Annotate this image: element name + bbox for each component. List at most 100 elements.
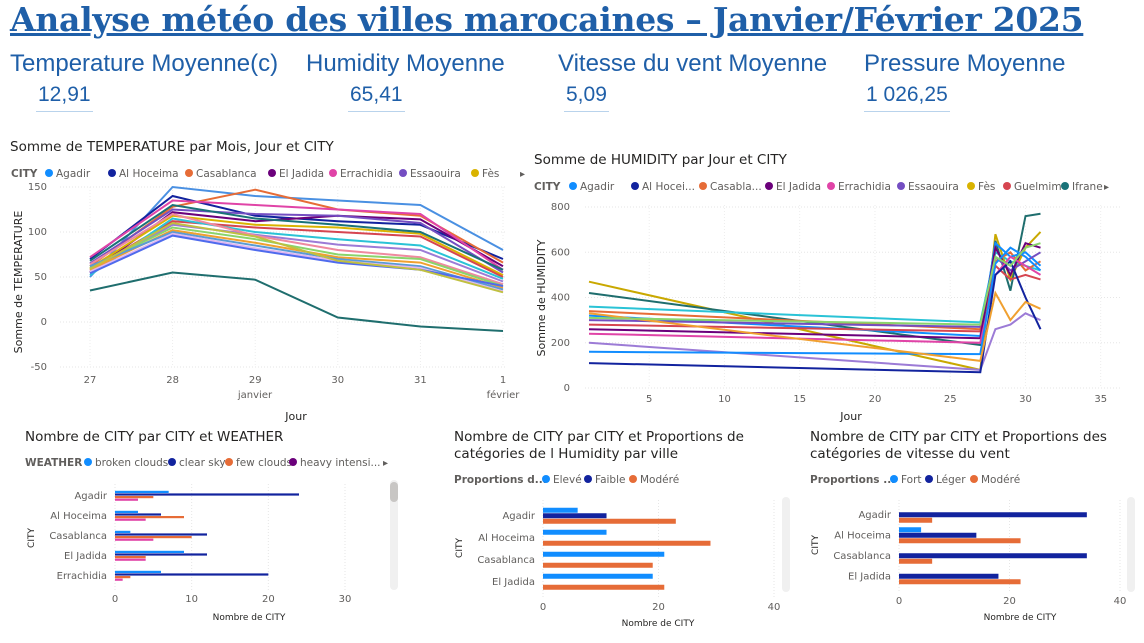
legend-item-label[interactable]: clear sky [179,457,226,469]
bar[interactable] [543,551,665,557]
legend-item-label[interactable]: Modéré [640,474,679,486]
legend[interactable]: Agadir Al Hoceima Casablanca El Jadida Errac… [45,168,499,180]
legend-item-label[interactable]: Guelmim [1014,181,1062,193]
temperature-series-line[interactable] [89,214,504,277]
legend[interactable]: broken clouds clear sky few clouds heavy in… [84,457,381,469]
bars[interactable]: 0 20 40 Agadir Al Hoceima Casablanca El Jadida [833,500,1126,607]
legend-scroll-right-icon[interactable]: ▸ [520,169,525,180]
bar[interactable] [115,493,299,496]
legend-item-label[interactable]: Casabla... [710,181,762,193]
bar[interactable] [543,513,607,519]
bar[interactable] [543,584,665,590]
temperature-series-line[interactable] [89,203,504,271]
legend-item-label[interactable]: Errachidia [838,181,891,193]
humidity-line-chart[interactable]: Somme de HUMIDITY par Jour et CITY CITY … [534,152,1120,423]
legend-item-label[interactable]: Modéré [981,474,1020,486]
wind-proportions-bar-chart[interactable]: Nombre de CITY par CITY et Proportions d… [810,429,1135,623]
humidity-series-line[interactable] [588,290,1041,363]
temperature-series-line[interactable] [89,230,504,291]
bar[interactable] [899,532,977,538]
bar[interactable] [899,558,933,564]
humidity-proportions-bar-chart[interactable]: Nombre de CITY par CITY et Proportions d… [454,429,790,629]
legend-item-label[interactable]: few clouds [236,457,292,469]
bar[interactable] [543,507,578,513]
bar[interactable] [115,550,184,553]
bar[interactable] [543,518,676,524]
temperature-line-chart[interactable]: Somme de TEMPERATURE par Mois, Jour et C… [10,139,525,423]
temperature-series-line[interactable] [89,199,504,271]
bar[interactable] [115,533,207,536]
bar[interactable] [899,538,1021,544]
temperature-series-line[interactable] [89,271,504,332]
legend-item-label[interactable]: Errachidia [340,168,393,180]
legend-item-label[interactable]: Casablanca [196,168,257,180]
bar[interactable] [115,530,131,533]
legend-item-label[interactable]: Al Hocei... [642,181,695,193]
legend-item-label[interactable]: Elevé [553,474,582,486]
legend-item-label[interactable]: Al Hoceima [119,168,179,180]
bar[interactable] [115,576,131,579]
humidity-series-line[interactable] [588,263,1041,333]
legend-item-label[interactable]: Agadir [56,168,91,180]
bars[interactable]: 0 10 20 30 Agadir Al Hoceima Casablanca El Jadi… [49,484,351,605]
bar[interactable] [899,517,933,523]
legend-item-label[interactable]: broken clouds [95,457,168,469]
bar[interactable] [115,516,184,519]
legend-item-label[interactable]: Fort [901,474,922,486]
bar[interactable] [115,578,123,581]
bar[interactable] [899,573,999,579]
bars[interactable]: 0 20 40 Agadir Al Hoceima Casablanca El Jadida [477,500,780,613]
bar[interactable] [899,512,1087,518]
bar[interactable] [115,518,146,521]
legend-item-label[interactable]: Ifrane [1072,181,1103,193]
legend-scroll-right-icon[interactable]: ▸ [383,458,388,469]
humidity-series-line[interactable] [588,251,1042,331]
legend-item-label[interactable]: heavy intensi... [300,457,381,469]
temperature-series-line[interactable] [89,220,504,278]
humidity-series-line[interactable] [588,259,1042,374]
humidity-series-line[interactable] [588,312,1041,371]
bar[interactable] [115,538,154,541]
bar[interactable] [543,573,653,579]
legend[interactable]: Elevé Faible Modéré [542,474,679,486]
bar[interactable] [115,513,161,516]
legend-item-label[interactable]: Essaouira [410,168,461,180]
legend-item-label[interactable]: Agadir [580,181,615,193]
legend-item-label[interactable]: Faible [595,474,625,486]
humidity-series-line[interactable] [588,241,1042,338]
legend[interactable]: Agadir Al Hocei... Casabla... El Jadida Erra… [569,181,1103,193]
bar[interactable] [115,558,146,561]
weather-bar-chart[interactable]: Nombre de CITY par CITY et WEATHER WEATH… [25,429,398,623]
temperature-series-line[interactable] [89,212,504,286]
scrollbar-track[interactable] [390,480,398,590]
temperature-series-line[interactable] [89,223,504,283]
legend[interactable]: Fort Léger Modéré [890,474,1020,486]
bar[interactable] [115,490,169,493]
bar[interactable] [543,529,607,535]
humidity-series-line[interactable] [588,250,1041,324]
legend-item-label[interactable]: El Jadida [776,181,821,193]
scrollbar-track[interactable] [1127,497,1135,592]
bar[interactable] [115,498,138,501]
humidity-series-line[interactable] [588,255,1042,344]
legend-scroll-right-icon[interactable]: ▸ [1104,182,1109,193]
legend-item-label[interactable]: El Jadida [279,168,324,180]
temperature-series-line[interactable] [89,185,504,278]
temperature-series-line[interactable] [89,208,504,274]
bar[interactable] [115,536,192,539]
bar[interactable] [115,556,146,559]
scrollbar-track[interactable] [782,497,790,592]
bar[interactable] [115,570,161,573]
legend-item-label[interactable]: Essaouira [908,181,959,193]
bar[interactable] [899,553,1087,559]
scrollbar-thumb[interactable] [390,482,398,502]
series-lines[interactable] [89,185,504,332]
bar[interactable] [115,553,207,556]
legend-item-label[interactable]: Fès [482,168,499,180]
temperature-series-line[interactable] [89,226,504,287]
temperature-series-line[interactable] [89,221,504,294]
bar[interactable] [543,562,653,568]
legend-item-label[interactable]: Fès [978,181,995,193]
humidity-series-line[interactable] [588,242,1041,326]
bar[interactable] [115,496,154,499]
